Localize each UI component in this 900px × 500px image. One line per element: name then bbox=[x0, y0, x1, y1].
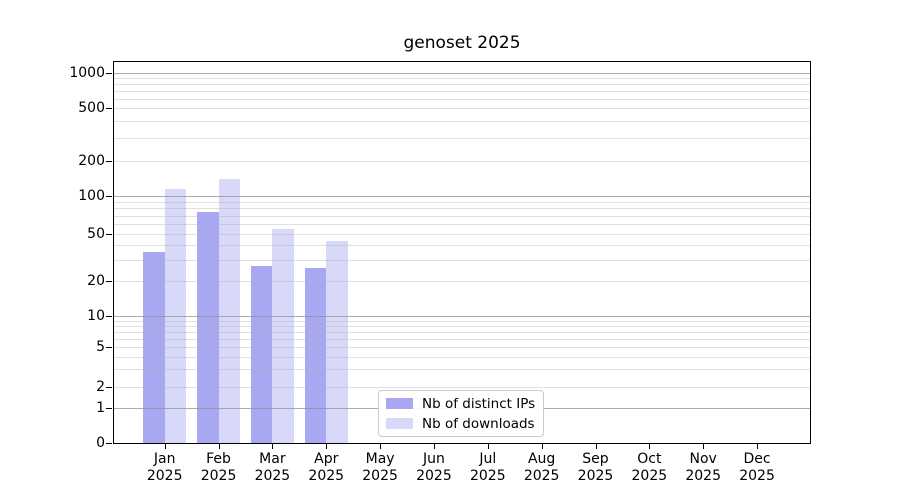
gridline-minor-70 bbox=[114, 215, 810, 217]
x-tick-label-mar: Mar 2025 bbox=[254, 451, 291, 484]
gridline-minor-800 bbox=[114, 84, 810, 86]
x-tick-label-aug: Aug 2025 bbox=[523, 451, 560, 484]
gridline-minor-500 bbox=[114, 108, 810, 109]
y-tick-label-1: 1 bbox=[96, 400, 105, 416]
y-tick-mark-5 bbox=[106, 347, 112, 348]
y-tick-mark-20 bbox=[106, 281, 112, 282]
gridline-minor-7 bbox=[114, 331, 810, 333]
legend-swatch-distinct-ips-icon bbox=[386, 398, 413, 409]
x-tick-label-jun: Jun 2025 bbox=[416, 451, 452, 484]
x-tick-mark-apr bbox=[326, 444, 328, 449]
legend-label-distinct-ips: Nb of distinct IPs bbox=[422, 395, 536, 412]
y-tick-label-100: 100 bbox=[78, 188, 105, 204]
x-tick-mark-feb bbox=[218, 444, 220, 449]
gridline-minor-400 bbox=[114, 120, 810, 122]
gridline-major-10 bbox=[114, 316, 810, 317]
gridline-minor-8 bbox=[114, 325, 810, 327]
y-tick-mark-1000 bbox=[106, 73, 112, 74]
bar-downloads-feb bbox=[218, 179, 241, 444]
legend-item-downloads: Nb of downloads bbox=[386, 416, 536, 432]
y-tick-mark-100 bbox=[106, 196, 112, 197]
gridline-minor-80 bbox=[114, 208, 810, 210]
bar-downloads-apr bbox=[326, 240, 348, 444]
y-tick-mark-2 bbox=[106, 387, 112, 388]
x-tick-mark-mar bbox=[272, 444, 274, 449]
gridline-minor-200 bbox=[114, 161, 810, 162]
y-tick-label-500: 500 bbox=[78, 100, 105, 116]
gridline-major-100 bbox=[114, 196, 810, 197]
gridline-minor-30 bbox=[114, 260, 810, 262]
y-tick-label-1000: 1000 bbox=[69, 65, 105, 81]
y-tick-label-200: 200 bbox=[78, 153, 105, 169]
gridline-minor-20 bbox=[114, 281, 810, 282]
x-tick-mark-jul bbox=[487, 444, 489, 449]
gridline-minor-50 bbox=[114, 234, 810, 235]
x-tick-mark-nov bbox=[703, 444, 705, 449]
gridline-minor-900 bbox=[114, 78, 810, 80]
y-tick-label-50: 50 bbox=[87, 226, 105, 242]
y-tick-label-2: 2 bbox=[96, 379, 105, 395]
x-tick-mark-dec bbox=[757, 444, 759, 449]
bar-distinct-ips-apr bbox=[304, 267, 327, 444]
x-tick-mark-aug bbox=[541, 444, 543, 449]
y-tick-label-0: 0 bbox=[96, 435, 105, 451]
x-tick-mark-jan bbox=[164, 444, 166, 449]
gridline-minor-600 bbox=[114, 98, 810, 100]
y-tick-label-20: 20 bbox=[87, 273, 105, 289]
x-tick-label-jan: Jan 2025 bbox=[146, 451, 183, 484]
x-tick-mark-oct bbox=[649, 444, 651, 449]
bar-downloads-mar bbox=[272, 228, 294, 444]
x-tick-label-feb: Feb 2025 bbox=[200, 451, 237, 484]
x-tick-label-nov: Nov 2025 bbox=[685, 451, 721, 484]
gridline-minor-3 bbox=[114, 369, 810, 371]
x-tick-mark-jun bbox=[433, 444, 435, 449]
y-tick-mark-0 bbox=[106, 443, 112, 444]
x-tick-label-may: May 2025 bbox=[362, 451, 398, 484]
bar-distinct-ips-jan bbox=[143, 252, 165, 444]
y-tick-mark-500 bbox=[106, 108, 112, 109]
x-tick-mark-sep bbox=[595, 444, 597, 449]
legend: Nb of distinct IPs Nb of downloads bbox=[378, 390, 544, 437]
legend-label-downloads: Nb of downloads bbox=[422, 415, 535, 432]
y-tick-mark-1 bbox=[106, 408, 112, 409]
gridline-minor-4 bbox=[114, 356, 810, 358]
gridline-major-1000 bbox=[114, 73, 810, 74]
x-tick-label-oct: Oct 2025 bbox=[631, 451, 668, 484]
gridline-minor-90 bbox=[114, 201, 810, 203]
bar-distinct-ips-feb bbox=[197, 211, 219, 444]
gridline-minor-60 bbox=[114, 224, 810, 225]
x-tick-label-jul: Jul 2025 bbox=[469, 451, 506, 484]
gridline-minor-5 bbox=[114, 347, 810, 348]
y-tick-label-10: 10 bbox=[87, 308, 105, 324]
gridline-minor-6 bbox=[114, 338, 810, 340]
gridline-minor-9 bbox=[114, 320, 810, 322]
gridline-minor-300 bbox=[114, 137, 810, 139]
bar-distinct-ips-mar bbox=[250, 265, 273, 444]
legend-swatch-downloads-icon bbox=[386, 418, 413, 429]
y-tick-label-5: 5 bbox=[96, 339, 105, 355]
chart-title: genoset 2025 bbox=[403, 33, 521, 53]
y-tick-mark-10 bbox=[106, 316, 112, 317]
y-tick-mark-200 bbox=[106, 161, 112, 162]
gridline-minor-2 bbox=[114, 387, 810, 388]
legend-item-distinct-ips: Nb of distinct IPs bbox=[386, 396, 536, 412]
x-tick-label-apr: Apr 2025 bbox=[308, 451, 345, 484]
x-tick-label-sep: Sep 2025 bbox=[577, 451, 614, 484]
plot-area bbox=[113, 61, 811, 444]
gridline-minor-700 bbox=[114, 91, 810, 92]
gridline-minor-40 bbox=[114, 245, 810, 247]
x-tick-label-dec: Dec 2025 bbox=[739, 451, 775, 484]
x-tick-mark-may bbox=[380, 444, 382, 449]
y-tick-mark-50 bbox=[106, 234, 112, 235]
